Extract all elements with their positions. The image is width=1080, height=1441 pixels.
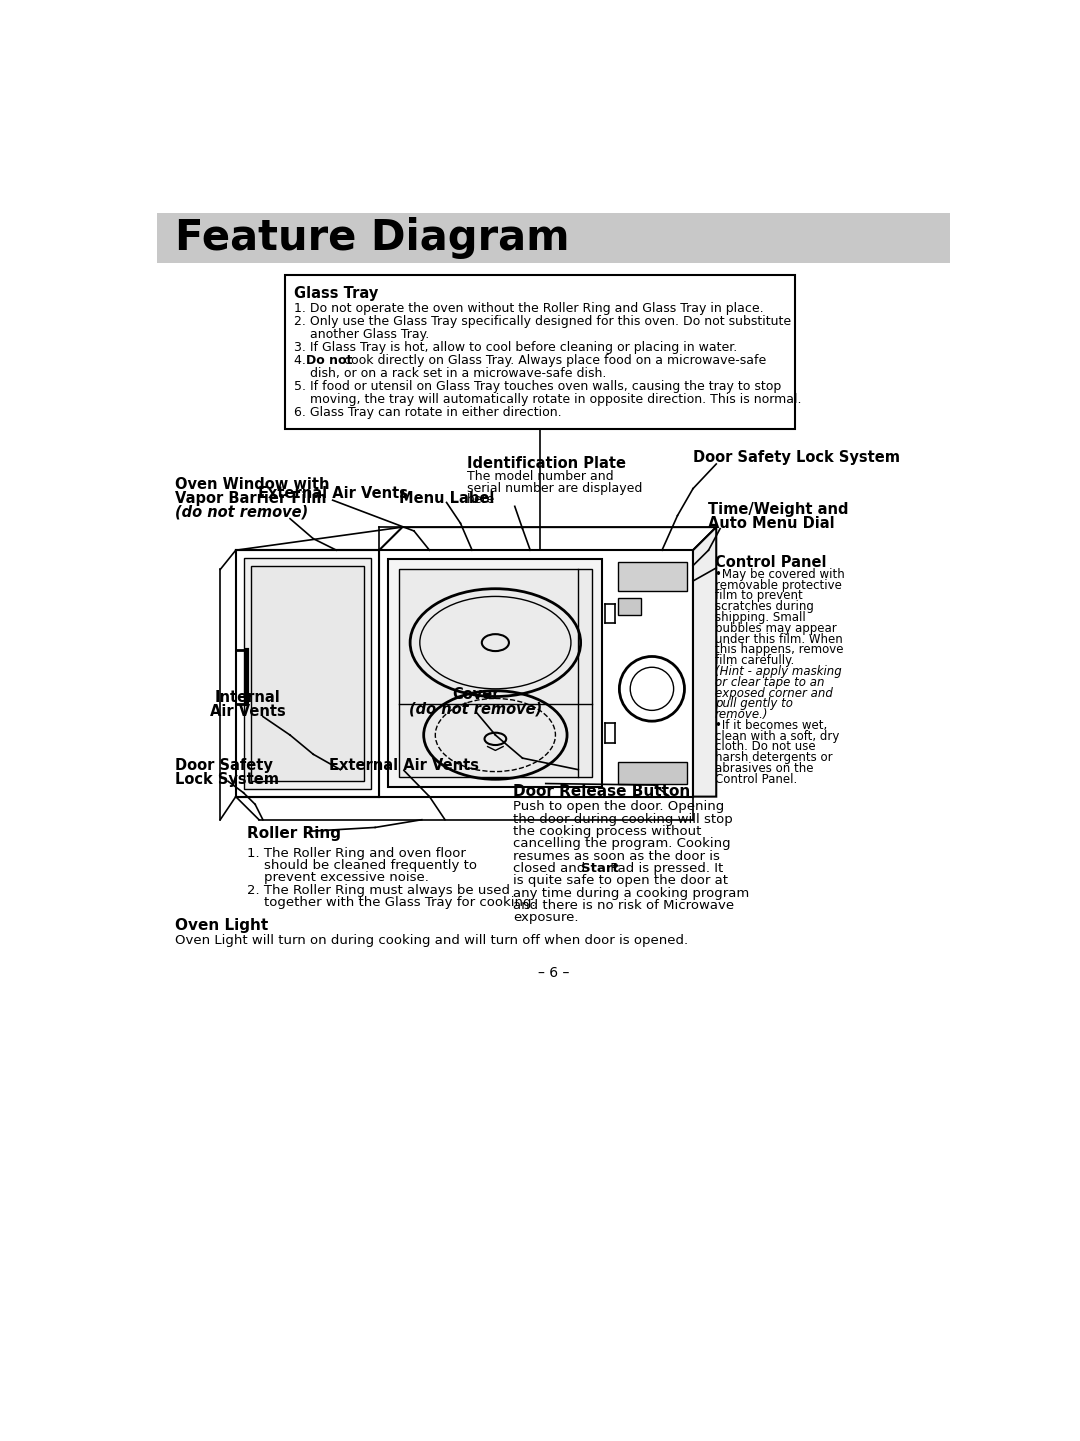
Text: should be cleaned frequently to: should be cleaned frequently to [247,859,477,872]
Text: Do not: Do not [306,354,352,367]
Text: Push to open the door. Opening: Push to open the door. Opening [513,800,725,814]
Text: Door Safety: Door Safety [175,758,273,774]
Text: resumes as soon as the door is: resumes as soon as the door is [513,850,720,863]
Polygon shape [693,527,716,797]
Text: film to prevent: film to prevent [715,589,802,602]
Text: Glass Tray: Glass Tray [294,287,378,301]
Text: prevent excessive noise.: prevent excessive noise. [247,872,429,885]
Text: clean with a soft, dry: clean with a soft, dry [715,729,839,742]
Text: serial number are displayed: serial number are displayed [467,481,643,494]
FancyBboxPatch shape [252,566,364,781]
Text: Vapor Barrier Film: Vapor Barrier Film [175,491,327,506]
Text: 1. The Roller Ring and oven floor: 1. The Roller Ring and oven floor [247,847,467,860]
Text: •If it becomes wet,: •If it becomes wet, [715,719,827,732]
Text: The model number and: The model number and [467,470,613,483]
FancyBboxPatch shape [284,275,795,429]
Text: Control Panel: Control Panel [715,555,826,569]
Text: or clear tape to an: or clear tape to an [715,676,824,689]
Text: moving, the tray will automatically rotate in opposite direction. This is normal: moving, the tray will automatically rota… [294,393,801,406]
Text: pull gently to: pull gently to [715,697,793,710]
Text: dish, or on a rack set in a microwave-safe dish.: dish, or on a rack set in a microwave-sa… [294,367,606,380]
Text: Identification Plate: Identification Plate [467,457,625,471]
Text: Pad is pressed. It: Pad is pressed. It [606,862,724,875]
FancyBboxPatch shape [618,562,687,591]
Text: Oven Window with: Oven Window with [175,477,329,491]
Text: Door Safety Lock System: Door Safety Lock System [693,450,900,465]
FancyBboxPatch shape [399,569,592,777]
Text: shipping. Small: shipping. Small [715,611,806,624]
Text: External Air Vents: External Air Vents [258,486,407,501]
Text: exposed corner and: exposed corner and [715,686,833,699]
Text: 5. If food or utensil on Glass Tray touches oven walls, causing the tray to stop: 5. If food or utensil on Glass Tray touc… [294,380,781,393]
Polygon shape [235,550,379,797]
Text: Oven Light will turn on during cooking and will turn off when door is opened.: Oven Light will turn on during cooking a… [175,934,688,947]
Text: closed and: closed and [513,862,590,875]
Polygon shape [379,550,693,797]
Text: is quite safe to open the door at: is quite safe to open the door at [513,875,728,888]
Text: 1. Do not operate the oven without the Roller Ring and Glass Tray in place.: 1. Do not operate the oven without the R… [294,301,764,314]
Text: (Hint - apply masking: (Hint - apply masking [715,664,841,677]
Text: Control Panel.: Control Panel. [715,772,797,785]
Text: harsh detergents or: harsh detergents or [715,751,833,764]
Text: – 6 –: – 6 – [538,965,569,980]
Text: Roller Ring: Roller Ring [247,826,341,842]
FancyBboxPatch shape [389,559,603,787]
Text: the cooking process without: the cooking process without [513,826,702,839]
Text: (do not remove): (do not remove) [409,702,542,716]
Text: Air Vents: Air Vents [210,705,285,719]
FancyBboxPatch shape [618,598,642,615]
Text: here: here [467,493,495,506]
Text: 6. Glass Tray can rotate in either direction.: 6. Glass Tray can rotate in either direc… [294,406,562,419]
Text: removable protective: removable protective [715,579,841,592]
Text: 2. The Roller Ring must always be used: 2. The Roller Ring must always be used [247,883,511,896]
Text: this happens, remove: this happens, remove [715,643,843,657]
Text: Feature Diagram: Feature Diagram [175,216,570,258]
Text: 3. If Glass Tray is hot, allow to cool before cleaning or placing in water.: 3. If Glass Tray is hot, allow to cool b… [294,340,738,354]
Text: External Air Vents: External Air Vents [329,758,478,774]
Text: film carefully.: film carefully. [715,654,794,667]
Text: bubbles may appear: bubbles may appear [715,623,836,635]
FancyBboxPatch shape [157,213,950,264]
Text: Start: Start [581,862,619,875]
Text: (do not remove): (do not remove) [175,504,309,520]
Text: Time/Weight and: Time/Weight and [708,501,849,517]
Text: scratches during: scratches during [715,601,813,614]
Text: Door Release Button: Door Release Button [513,784,690,798]
Text: •May be covered with: •May be covered with [715,568,845,581]
Text: cloth. Do not use: cloth. Do not use [715,741,815,754]
Text: cancelling the program. Cooking: cancelling the program. Cooking [513,837,731,850]
Text: Menu Label: Menu Label [399,491,495,506]
Text: exposure.: exposure. [513,911,579,924]
Text: 2. Only use the Glass Tray specifically designed for this oven. Do not substitut: 2. Only use the Glass Tray specifically … [294,314,791,327]
Text: remove.): remove.) [715,708,768,720]
FancyBboxPatch shape [618,762,687,784]
Text: and there is no risk of Microwave: and there is no risk of Microwave [513,899,734,912]
Text: Oven Light: Oven Light [175,918,269,934]
Text: Cover: Cover [453,687,500,702]
Text: under this film. When: under this film. When [715,633,842,646]
Text: Lock System: Lock System [175,772,280,787]
Text: abrasives on the: abrasives on the [715,762,813,775]
Text: any time during a cooking program: any time during a cooking program [513,886,750,899]
Text: cook directly on Glass Tray. Always place food on a microwave-safe: cook directly on Glass Tray. Always plac… [340,354,767,367]
Text: the door during cooking will stop: the door during cooking will stop [513,813,733,826]
Text: Auto Menu Dial: Auto Menu Dial [708,516,835,530]
Text: another Glass Tray.: another Glass Tray. [294,327,429,340]
Text: 4.: 4. [294,354,310,367]
Polygon shape [379,527,716,550]
FancyBboxPatch shape [243,558,372,788]
Text: Internal: Internal [215,690,280,705]
Text: together with the Glass Tray for cooking.: together with the Glass Tray for cooking… [247,896,536,909]
